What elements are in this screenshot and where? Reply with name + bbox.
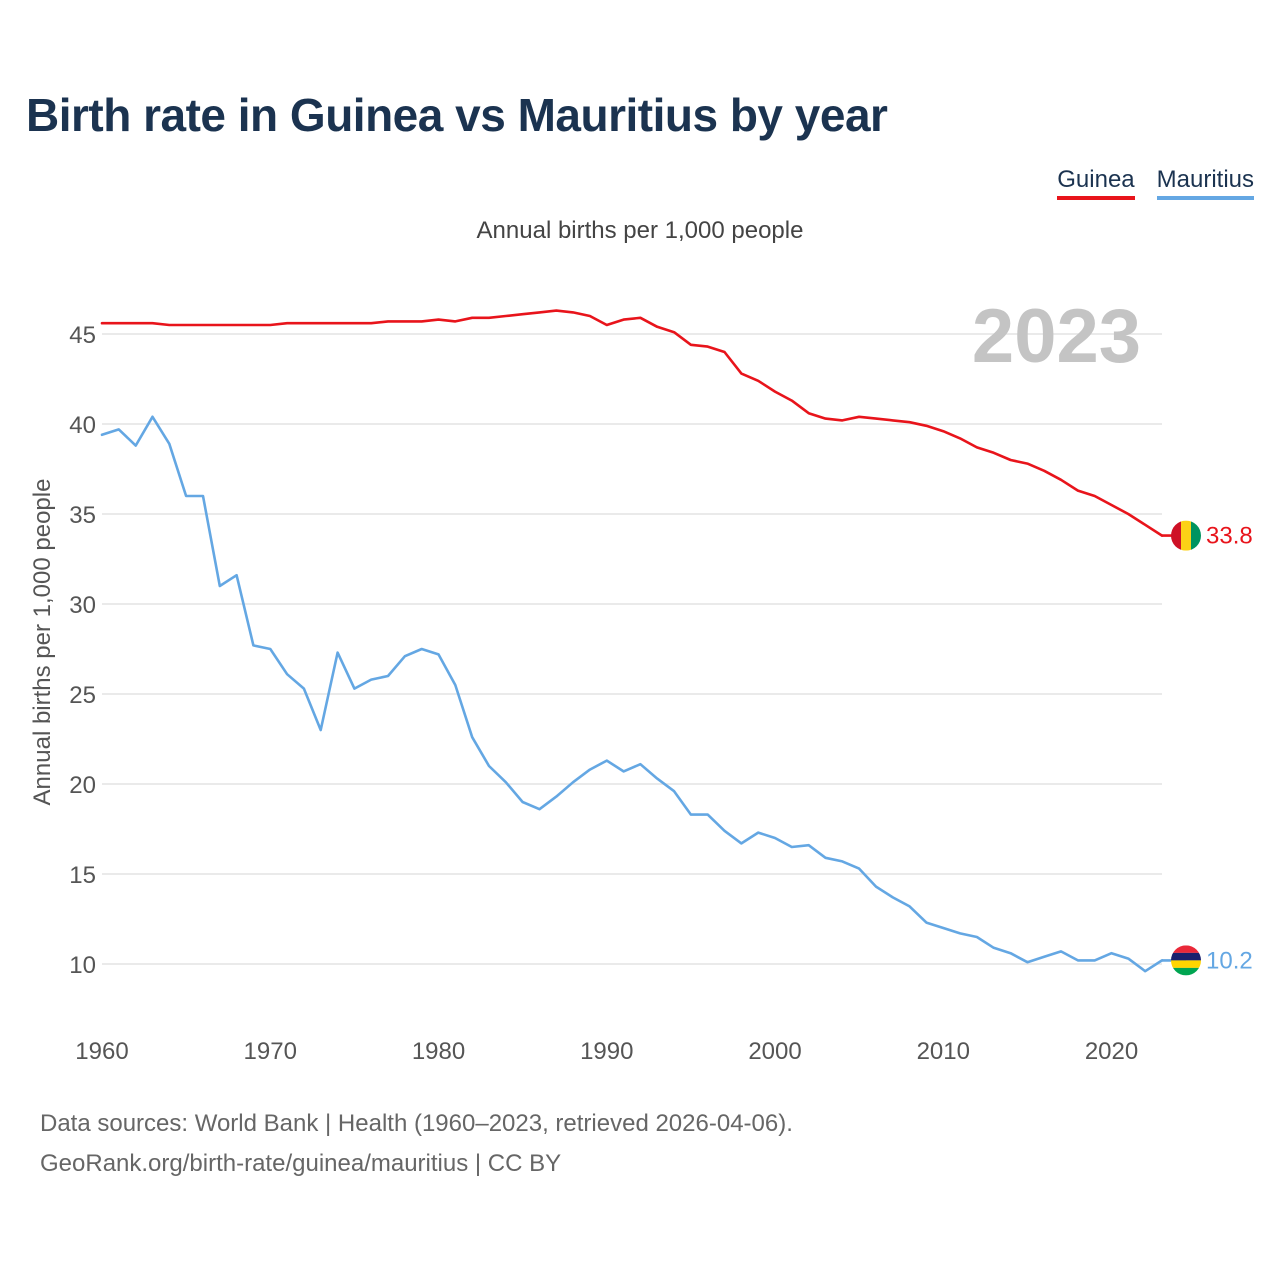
y-axis-label: Annual births per 1,000 people <box>29 479 56 806</box>
chart-title: Birth rate in Guinea vs Mauritius by yea… <box>26 89 888 141</box>
x-tick-label: 1990 <box>580 1038 633 1065</box>
guinea-flag-icon <box>1171 520 1201 551</box>
legend-item-mauritius[interactable]: Mauritius <box>1156 166 1254 200</box>
end-markers: 33.8 10.2 <box>1171 520 1253 976</box>
footer-sources: Data sources: World Bank | Health (1960–… <box>40 1110 793 1137</box>
series-lines <box>100 309 1186 973</box>
footer: Data sources: World Bank | Health (1960–… <box>40 1104 793 1184</box>
y-tick-label: 30 <box>69 592 96 619</box>
footer-attribution: GeoRank.org/birth-rate/guinea/mauritius … <box>40 1150 562 1177</box>
x-tick-label: 1980 <box>412 1038 465 1065</box>
y-tick-label: 35 <box>69 502 96 529</box>
y-tick-label: 10 <box>69 952 96 979</box>
legend: Guinea Mauritius <box>1057 166 1254 200</box>
end-label-guinea: 33.8 <box>1206 523 1253 550</box>
y-tick-label: 15 <box>69 862 96 889</box>
y-axis-ticks: 10 15 20 25 30 35 40 45 <box>69 322 96 979</box>
x-tick-label: 1970 <box>244 1038 297 1065</box>
x-axis-ticks: 1960 1970 1980 1990 2000 2010 2020 <box>75 1038 1138 1065</box>
chart-subtitle: Annual births per 1,000 people <box>476 217 804 244</box>
x-tick-label: 1960 <box>75 1038 128 1065</box>
current-year-watermark: 2023 <box>971 294 1141 379</box>
series-line-mauritius[interactable] <box>100 415 1164 973</box>
gridlines <box>102 333 1162 965</box>
mauritius-flag-icon <box>1171 945 1201 976</box>
x-tick-label: 2000 <box>748 1038 801 1065</box>
end-label-mauritius: 10.2 <box>1206 947 1253 974</box>
legend-item-guinea[interactable]: Guinea <box>1057 166 1135 200</box>
y-tick-label: 45 <box>69 322 96 349</box>
y-tick-label: 40 <box>69 412 96 439</box>
y-tick-label: 25 <box>69 682 96 709</box>
x-tick-label: 2010 <box>917 1038 970 1065</box>
y-tick-label: 20 <box>69 772 96 799</box>
x-tick-label: 2020 <box>1085 1038 1138 1065</box>
series-line-guinea[interactable] <box>100 309 1164 537</box>
